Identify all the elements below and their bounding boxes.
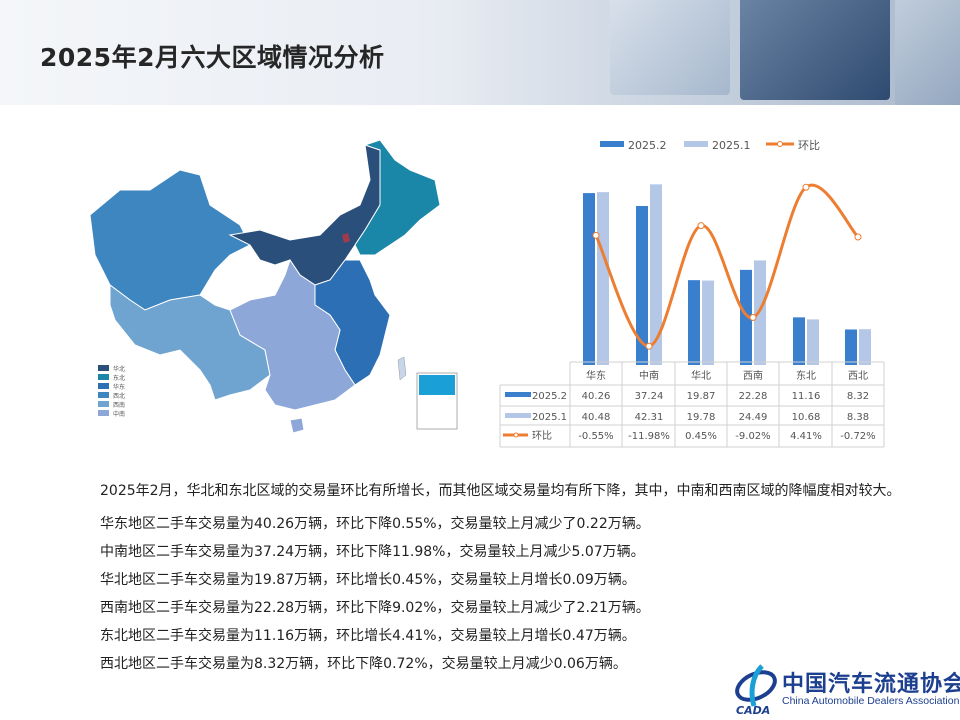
table-cell: 8.32	[847, 391, 869, 402]
table-cell: -0.55%	[578, 431, 613, 442]
map-beijing-marker	[342, 233, 350, 243]
legend-swatch	[505, 392, 531, 397]
legend-marker	[777, 141, 783, 147]
bar-2025-1	[597, 192, 609, 365]
header-cube-image	[895, 0, 960, 105]
legend-label: 华北	[113, 365, 125, 373]
bar-2025-1	[859, 329, 871, 365]
table-cell: 40.26	[582, 391, 611, 402]
table-cell: 10.68	[792, 412, 821, 423]
paragraph: 华东地区二手车交易量为40.26万辆，环比下降0.55%，交易量较上月减少了0.…	[100, 516, 650, 532]
analysis-text: 2025年2月，华北和东北区域的交易量环比有所增长，而其他区域交易量均有所下降，…	[60, 478, 920, 678]
huanbi-point	[749, 313, 757, 321]
header-cube-image	[610, 0, 730, 95]
bar-2025-2	[793, 317, 805, 365]
cada-logo: CADA 中国汽车流通协会 China Automobile Dealers A…	[730, 660, 960, 720]
huanbi-point	[645, 342, 653, 350]
cada-logo-mark: CADA	[735, 664, 777, 716]
table-header-cell: 华北	[691, 369, 711, 382]
map-region-southwest	[109, 284, 271, 401]
map-region-central-south	[229, 258, 356, 411]
table-cell: 37.24	[635, 391, 664, 402]
table-cell: 24.49	[739, 412, 768, 423]
table-cell: -11.98%	[628, 431, 670, 442]
legend-swatch	[98, 410, 109, 416]
table-cell: -0.72%	[840, 431, 875, 442]
paragraph: 西南地区二手车交易量为22.28万辆，环比下降9.02%，交易量较上月减少了2.…	[100, 600, 650, 616]
table-header-cell: 西北	[848, 370, 868, 382]
table-cell: 0.45%	[685, 431, 717, 442]
bar-2025-2	[583, 193, 595, 365]
logo-english-name: China Automobile Dealers Association	[782, 695, 960, 707]
legend-label: 2025.2	[628, 139, 667, 152]
table-cell: -9.02%	[735, 431, 770, 442]
table-cell: 11.16	[792, 391, 821, 402]
legend-label: 西南	[113, 401, 125, 409]
bar-2025-1	[807, 319, 819, 365]
bar-2025-1	[650, 184, 662, 365]
logo-chinese-name: 中国汽车流通协会	[782, 671, 960, 697]
legend-swatch	[98, 383, 109, 389]
legend-swatch	[98, 401, 109, 407]
table-row-label: 2025.2	[532, 391, 567, 402]
table-row-label: 2025.1	[532, 412, 567, 423]
paragraph: 华北地区二手车交易量为19.87万辆，环比增长0.45%，交易量较上月增长0.0…	[100, 572, 636, 588]
legend-label: 西北	[113, 392, 125, 400]
header-banner: 2025年2月六大区域情况分析	[0, 0, 960, 105]
huanbi-point	[854, 233, 862, 241]
table-row-label: 环比	[532, 430, 552, 442]
data-table: 华东 中南 华北 西南 东北 西北 2025.2 40.26 37.24 19.87 22.28 11…	[499, 361, 885, 448]
bar-2025-1	[702, 280, 714, 365]
map-south-sea-water	[419, 375, 455, 395]
bar-2025-2	[740, 269, 752, 365]
table-header-cell: 西南	[743, 369, 763, 382]
huanbi-point	[592, 231, 600, 239]
bar-2025-2	[688, 280, 700, 365]
map-region-central-south	[289, 417, 305, 434]
map-taiwan	[397, 356, 407, 381]
paragraph: 2025年2月，华北和东北区域的交易量环比有所增长，而其他区域交易量均有所下降，…	[100, 483, 901, 499]
table-cell: 40.48	[582, 412, 611, 423]
table-cell: 22.28	[739, 391, 768, 402]
logo-mark-text: CADA	[736, 704, 770, 716]
bar-2025-2	[636, 205, 648, 365]
legend-label: 华东	[113, 383, 125, 391]
legend-label: 2025.1	[712, 139, 751, 152]
table-header-cell: 东北	[796, 369, 816, 382]
table-header-cell: 中南	[639, 369, 659, 382]
paragraph: 东北地区二手车交易量为11.16万辆，环比增长4.41%，交易量较上月增长0.4…	[100, 628, 636, 644]
legend-swatch	[98, 374, 109, 380]
table-cell: 8.38	[847, 412, 869, 423]
legend-marker	[513, 432, 519, 438]
bar-2025-2	[845, 329, 857, 365]
legend-label: 东北	[113, 374, 125, 382]
legend-swatch	[98, 392, 109, 398]
bar-2025-1	[754, 260, 766, 365]
legend-swatch	[684, 141, 708, 147]
map-region-northeast	[354, 139, 441, 256]
legend-swatch	[505, 413, 531, 418]
table-header-cell: 华东	[586, 369, 606, 382]
table-cell: 19.78	[687, 412, 716, 423]
legend-swatch	[600, 141, 624, 147]
paragraph: 中南地区二手车交易量为37.24万辆，环比下降11.98%，交易量较上月减少5.…	[100, 544, 645, 560]
header-cube-image	[740, 0, 890, 100]
legend-label: 中南	[113, 410, 125, 418]
huanbi-point	[697, 222, 705, 230]
legend-label: 环比	[798, 139, 820, 152]
table-cell: 42.31	[635, 412, 664, 423]
huanbi-point	[802, 183, 810, 191]
paragraph: 西北地区二手车交易量为8.32万辆，环比下降0.72%，交易量较上月减少0.06…	[100, 656, 627, 672]
table-cell: 19.87	[687, 391, 716, 402]
page-title: 2025年2月六大区域情况分析	[40, 43, 385, 72]
legend-swatch	[98, 365, 109, 371]
table-cell: 4.41%	[790, 431, 822, 442]
